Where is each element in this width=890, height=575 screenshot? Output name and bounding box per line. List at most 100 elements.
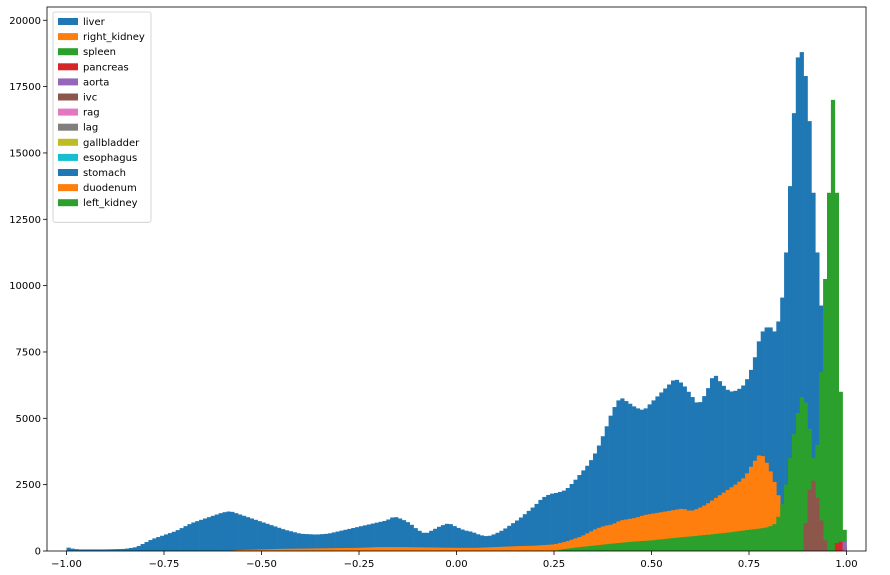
y-tick-label: 7500	[16, 347, 41, 358]
histogram-bar	[218, 513, 223, 551]
histogram-bar	[690, 397, 695, 551]
histogram-bar	[554, 492, 559, 551]
histogram-bar	[616, 543, 621, 551]
histogram-bar	[647, 540, 652, 551]
histogram-bar	[374, 522, 379, 551]
histogram-bar	[257, 549, 262, 551]
histogram-bar	[281, 548, 286, 551]
histogram-bar	[277, 548, 282, 551]
histogram-bar	[686, 391, 691, 551]
histogram-bar	[671, 380, 676, 551]
histogram-bar	[784, 484, 789, 551]
histogram-bar	[655, 512, 660, 551]
histogram-bar	[604, 525, 609, 551]
histogram-bar	[78, 549, 83, 551]
histogram-bar	[643, 514, 648, 551]
histogram-bar	[811, 480, 816, 551]
histogram-bar	[667, 510, 672, 551]
histogram-bar	[550, 544, 555, 551]
histogram-bar	[226, 511, 231, 551]
histogram-bar	[628, 541, 633, 551]
x-tick-label: 0.25	[543, 559, 565, 570]
histogram-bar	[678, 382, 683, 551]
histogram-bar	[132, 547, 137, 551]
histogram-bar	[534, 545, 539, 551]
histogram-bar	[167, 533, 173, 551]
histogram-bar	[265, 549, 270, 551]
histogram-bar	[468, 531, 473, 551]
histogram-bar	[760, 456, 765, 551]
histogram-bar	[760, 528, 765, 551]
histogram-bar	[639, 541, 644, 551]
histogram-bar	[526, 545, 531, 551]
legend-swatch	[58, 108, 78, 116]
histogram-bar	[515, 546, 520, 551]
histogram-bar	[569, 539, 574, 551]
histogram-bar	[671, 538, 676, 551]
x-tick-label: −0.25	[344, 559, 375, 570]
histogram-bar	[323, 548, 329, 551]
histogram-bar	[351, 528, 356, 551]
histogram-bar	[440, 547, 446, 551]
histogram-bar	[733, 531, 738, 551]
histogram-bar	[331, 548, 336, 551]
histogram-bar	[499, 546, 504, 551]
histogram-bar	[686, 536, 691, 551]
series-right-kidney	[222, 455, 800, 551]
histogram-bar	[752, 460, 758, 551]
histogram-bar	[807, 121, 812, 552]
histogram-bar	[320, 548, 325, 551]
histogram-bar	[238, 550, 243, 551]
histogram-bar	[125, 548, 130, 551]
histogram-bar	[585, 465, 590, 551]
histogram-bar	[694, 535, 699, 551]
histogram-bar	[417, 547, 422, 551]
histogram-bar	[343, 548, 348, 551]
histogram-bar	[249, 518, 254, 551]
histogram-bar	[308, 534, 313, 551]
histogram-bar	[366, 547, 371, 551]
histogram-bar	[628, 518, 633, 551]
histogram-bar	[284, 530, 290, 551]
legend-swatch	[58, 48, 78, 56]
histogram-bar	[312, 548, 317, 551]
histogram-bar	[608, 415, 613, 551]
histogram-bar	[487, 547, 492, 551]
histogram-bar	[394, 517, 399, 551]
histogram-bar	[717, 381, 722, 551]
histogram-bar	[678, 508, 683, 551]
histogram-bar	[764, 462, 769, 551]
histogram-bar	[643, 408, 648, 551]
histogram-bar	[581, 546, 586, 551]
histogram-bar	[222, 512, 227, 551]
histogram-bar	[694, 509, 699, 551]
histogram-bar	[503, 546, 508, 551]
histogram-bar	[456, 527, 461, 551]
histogram-bar	[300, 548, 305, 551]
histogram-bar	[148, 540, 153, 551]
histogram-bar	[713, 497, 719, 551]
histogram-bar	[752, 529, 758, 551]
histogram-bar	[565, 548, 570, 551]
histogram-bar	[331, 532, 336, 551]
histogram-bar	[663, 511, 668, 551]
histogram-bar	[749, 529, 754, 551]
histogram-bar	[526, 510, 531, 551]
histogram-bar	[819, 520, 824, 551]
histogram-bar	[452, 526, 457, 551]
histogram-bar	[674, 537, 680, 551]
histogram-bar	[663, 538, 668, 551]
histogram-bar	[362, 525, 368, 551]
histogram-bar	[405, 522, 410, 551]
histogram-bar	[370, 547, 375, 551]
histogram-bar	[355, 527, 360, 551]
histogram-bar	[581, 535, 586, 551]
histogram-bar	[323, 533, 329, 551]
histogram-bar	[144, 542, 149, 551]
histogram-bar	[417, 530, 422, 551]
histogram-bar	[815, 252, 820, 551]
y-tick-label: 12500	[9, 215, 41, 226]
histogram-bar	[448, 547, 453, 551]
histogram-bar	[386, 519, 391, 551]
